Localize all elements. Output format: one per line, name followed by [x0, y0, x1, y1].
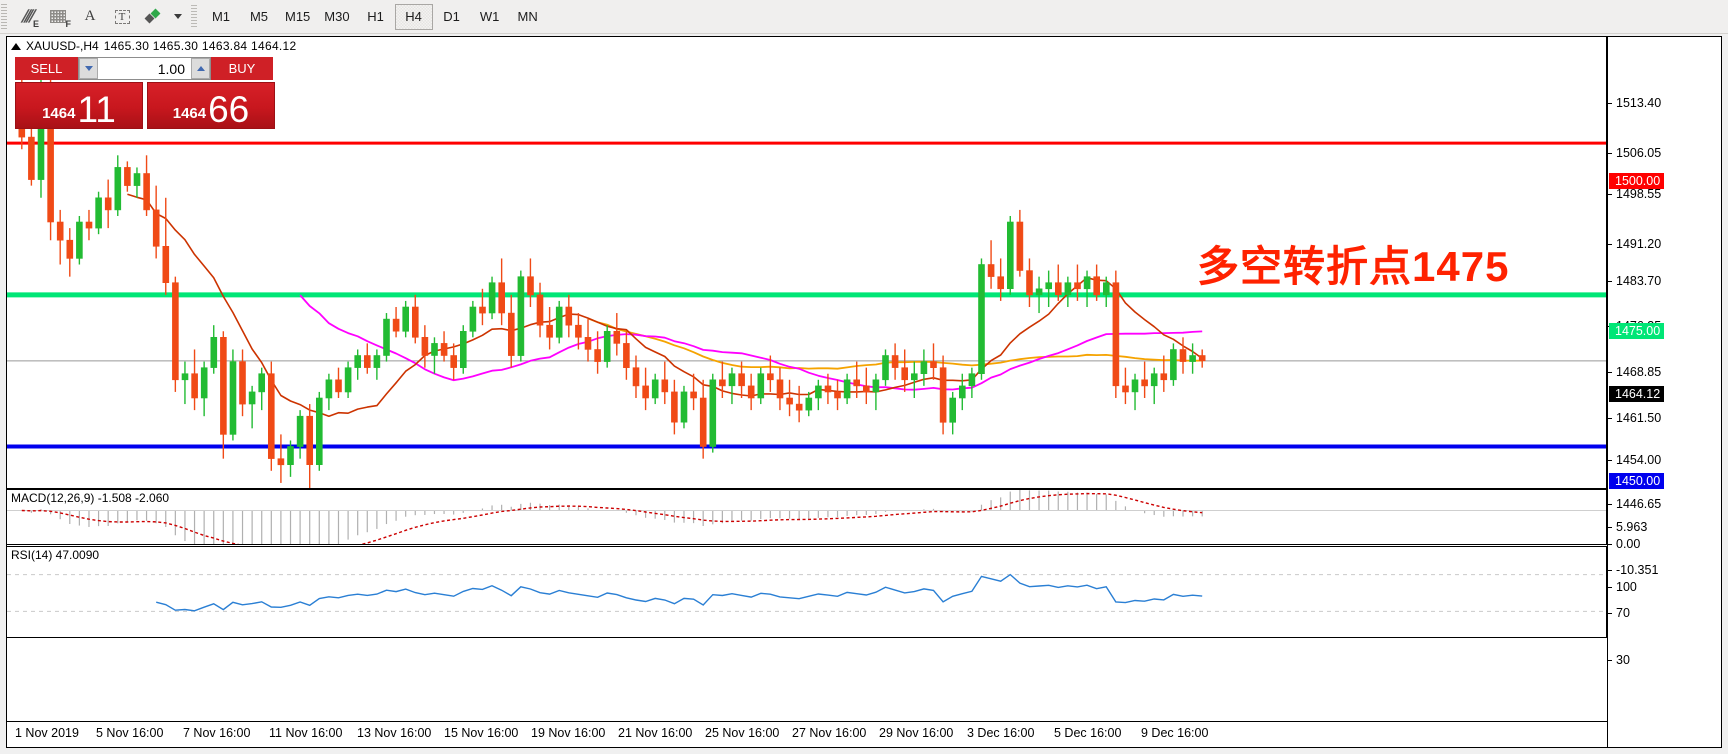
toolbar-drag-handle[interactable]: [1, 3, 7, 30]
chart-collapse-triangle-icon[interactable]: [11, 42, 21, 50]
time-label-9: 27 Nov 16:00: [792, 726, 867, 740]
time-label-4: 13 Nov 16:00: [357, 726, 432, 740]
time-label-8: 25 Nov 16:00: [705, 726, 780, 740]
toolbar-separator: [191, 4, 197, 29]
text-label-icon[interactable]: T: [106, 3, 138, 31]
rsi-indicator-label: RSI(14) 47.0090: [11, 548, 100, 562]
macd-indicator-label: MACD(12,26,9) -1.508 -2.060: [11, 491, 170, 505]
price-tick-4: 1483.70: [1608, 274, 1661, 288]
chart-annotation-text[interactable]: 多空转折点1475: [1197, 243, 1510, 290]
time-label-1: 5 Nov 16:00: [96, 726, 164, 740]
price-tick-7: 1461.50: [1608, 411, 1661, 425]
sell-label[interactable]: SELL: [15, 57, 78, 80]
volume-decrement-button[interactable]: [79, 58, 98, 79]
volume-input[interactable]: 1.00: [98, 60, 191, 77]
time-scale[interactable]: 1 Nov 2019 5 Nov 16:00 7 Nov 16:00 11 Nov 1…: [7, 721, 1607, 747]
timeframe-m15[interactable]: M15: [285, 9, 311, 24]
price-tick-6: 1468.85: [1608, 365, 1661, 379]
one-click-trading-panel[interactable]: SELL 1.00 BUY 1464 11 1464 66: [15, 57, 275, 129]
time-label-3: 11 Nov 16:00: [269, 726, 343, 740]
macd-tick-2: -10.351: [1608, 563, 1658, 577]
objects-icon[interactable]: [138, 3, 170, 31]
symbol-ohlc-quotes: 1465.30 1465.30 1463.84 1464.12: [103, 39, 297, 53]
timeframe-m1[interactable]: M1: [211, 9, 231, 24]
buy-label[interactable]: BUY: [211, 57, 273, 80]
buy-price-big: 66: [208, 89, 250, 131]
price-tick-2: 1498.55: [1608, 187, 1661, 201]
rsi-tick-1: 70: [1608, 606, 1630, 620]
level-label-1450: 1450.00: [1609, 473, 1665, 489]
symbol-name: XAUUSD-,H4: [26, 39, 99, 53]
sell-price-base: 1464: [42, 105, 76, 122]
price-tick-1: 1506.05: [1608, 146, 1661, 160]
macd-chart-svg: [7, 490, 1606, 544]
price-tick-8: 1454.00: [1608, 453, 1661, 467]
price-tick-0: 1513.40: [1608, 96, 1661, 110]
level-label-1475: 1475.00: [1609, 323, 1665, 339]
price-tick-3: 1491.20: [1608, 237, 1661, 251]
timeframe-h4[interactable]: H4: [394, 3, 433, 30]
symbol-header: XAUUSD-,H4 1465.30 1465.30 1463.84 1464.…: [7, 37, 297, 55]
sell-button[interactable]: 1464 11: [15, 82, 143, 129]
timeframe-mn[interactable]: MN: [517, 9, 538, 24]
chart-window[interactable]: MACD(12,26,9) -1.508 -2.060 RSI(14) 47.0…: [6, 36, 1722, 748]
time-label-5: 15 Nov 16:00: [444, 726, 519, 740]
expert-advisors-icon[interactable]: ⫽⫽ E: [21, 7, 39, 29]
rsi-pane[interactable]: RSI(14) 47.0090: [7, 546, 1607, 638]
buy-button[interactable]: 1464 66: [147, 82, 275, 129]
buy-price-base: 1464: [172, 105, 207, 122]
price-tick-9: 1446.65: [1608, 497, 1661, 511]
time-label-7: 21 Nov 16:00: [618, 726, 693, 740]
indicators-icon[interactable]: F: [42, 3, 74, 31]
rsi-chart-svg: [7, 573, 1606, 612]
timeframe-h1[interactable]: H1: [367, 9, 384, 24]
level-label-1500: 1500.00: [1609, 173, 1665, 189]
volume-increment-button[interactable]: [191, 58, 210, 79]
timeframe-d1[interactable]: D1: [443, 9, 460, 24]
window-bottom-strip: [0, 748, 1728, 754]
rsi-tick-2: 30: [1608, 653, 1630, 667]
macd-tick-0: 5.963: [1608, 520, 1647, 534]
time-label-10: 29 Nov 16:00: [879, 726, 954, 740]
price-scale[interactable]: 1513.401506.051498.551491.201483.701476.…: [1607, 37, 1721, 747]
objects-dropdown-chevron-down-icon[interactable]: [170, 3, 186, 31]
macd-tick-1: 0.00: [1608, 537, 1640, 551]
timeframe-w1[interactable]: W1: [479, 9, 500, 24]
volume-stepper[interactable]: 1.00: [78, 57, 211, 80]
time-label-13: 9 Dec 16:00: [1141, 726, 1209, 740]
price-chart-svg: [7, 58, 1606, 488]
time-label-0: 1 Nov 2019: [15, 726, 79, 740]
time-label-11: 3 Dec 16:00: [967, 726, 1035, 740]
current-price-label: 1464.12: [1609, 386, 1665, 402]
time-label-2: 7 Nov 16:00: [183, 726, 251, 740]
main-toolbar: ⫽⫽ E F A T M1 M5 M15 M30 H1 H4 D1 W1 MN: [0, 0, 1728, 34]
time-label-6: 19 Nov 16:00: [531, 726, 606, 740]
timeframe-m30[interactable]: M30: [324, 9, 350, 24]
rsi-tick-0: 100: [1608, 580, 1637, 594]
time-label-12: 5 Dec 16:00: [1054, 726, 1122, 740]
sell-price-big: 11: [77, 89, 116, 131]
macd-pane[interactable]: MACD(12,26,9) -1.508 -2.060: [7, 489, 1607, 545]
timeframe-m5[interactable]: M5: [249, 9, 269, 24]
text-tool-icon[interactable]: A: [84, 8, 96, 24]
